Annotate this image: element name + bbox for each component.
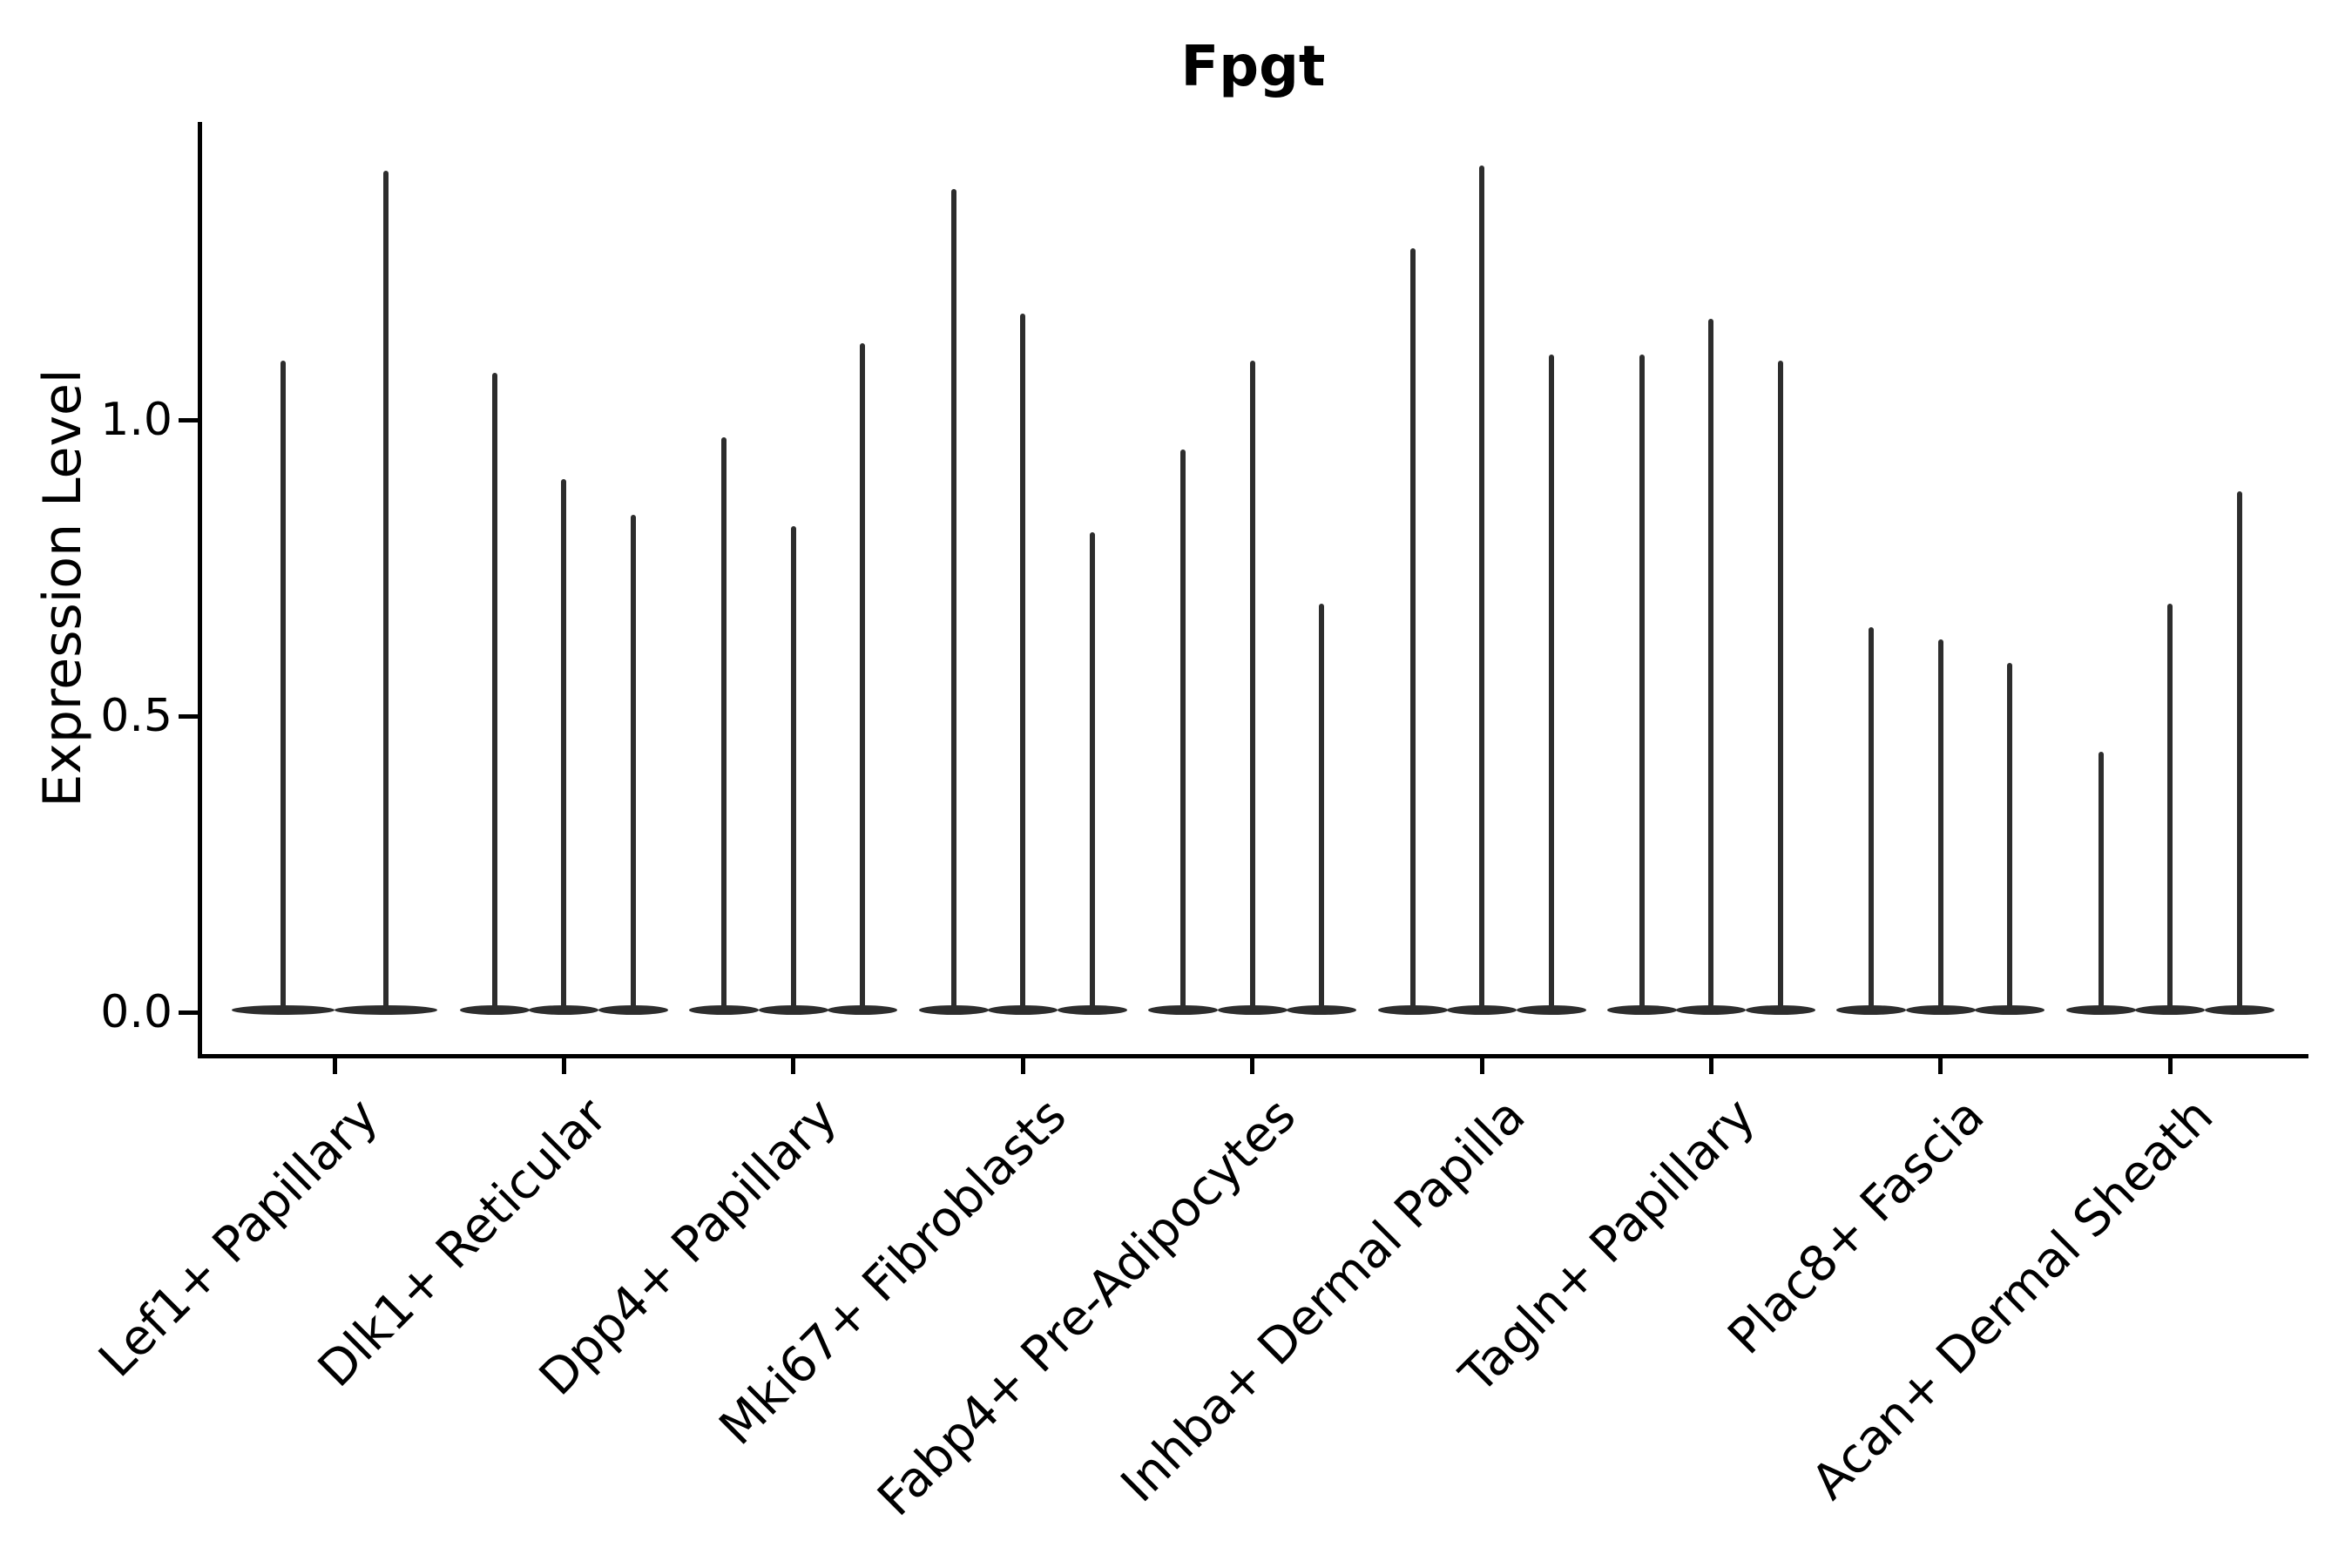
violin-zero-base — [529, 1004, 599, 1015]
violin-spike — [1409, 247, 1416, 1010]
y-tick-label: 1.0 — [100, 394, 172, 446]
violin-zero-base — [1057, 1004, 1127, 1015]
violin-spike — [1548, 355, 1554, 1010]
violin-zero-base — [2204, 1004, 2274, 1015]
x-tick-mark — [1020, 1054, 1025, 1074]
violin-spike — [2007, 662, 2013, 1010]
y-tick-label: 0.5 — [100, 690, 172, 742]
violin-spike — [561, 479, 567, 1010]
y-tick-mark — [179, 1010, 198, 1015]
violin-zero-base — [598, 1004, 668, 1015]
x-tick-mark — [2167, 1054, 2173, 1074]
violin-spike — [630, 514, 636, 1010]
violin-spike — [2236, 490, 2242, 1010]
violin-spike — [1777, 361, 1783, 1010]
violin-spike — [1249, 361, 1255, 1010]
violin-zero-base — [1377, 1004, 1448, 1015]
violin-zero-base — [2065, 1004, 2136, 1015]
x-tick-label: Inhba+ Dermal Papilla — [1110, 1087, 1537, 1514]
violin-spike — [2167, 603, 2173, 1010]
violin-spike — [1708, 319, 1714, 1010]
violin-zero-base — [1287, 1004, 1357, 1015]
x-tick-mark — [332, 1054, 337, 1074]
violin-zero-base — [335, 1004, 437, 1015]
violin-zero-base — [1148, 1004, 1219, 1015]
violin-zero-base — [918, 1004, 989, 1015]
violin-zero-base — [1905, 1004, 1976, 1015]
violin-spike — [280, 361, 286, 1010]
violin-spike — [1020, 313, 1026, 1010]
violin-spike — [860, 342, 866, 1010]
violin-spike — [2098, 751, 2104, 1010]
violin-zero-base — [1676, 1004, 1747, 1015]
violin-zero-base — [828, 1004, 898, 1015]
violin-spike — [1937, 639, 1943, 1010]
violin-spike — [1639, 355, 1645, 1010]
x-tick-label: Acan+ Dermal Sheath — [1801, 1087, 2225, 1511]
violin-spike — [721, 437, 727, 1010]
violin-zero-base — [988, 1004, 1058, 1015]
x-tick-mark — [1938, 1054, 1943, 1074]
x-tick-mark — [1479, 1054, 1484, 1074]
violin-spike — [1479, 165, 1484, 1010]
violin-zero-base — [2135, 1004, 2206, 1015]
x-tick-mark — [1250, 1054, 1255, 1074]
x-tick-mark — [561, 1054, 566, 1074]
violin-zero-base — [1836, 1004, 1907, 1015]
violin-spike — [950, 188, 956, 1010]
violin-zero-base — [232, 1004, 335, 1015]
violin-zero-base — [1516, 1004, 1586, 1015]
violin-zero-base — [1217, 1004, 1288, 1015]
violin-zero-base — [1745, 1004, 1815, 1015]
chart-title: Fpgt — [1180, 35, 1326, 99]
violin-zero-base — [1447, 1004, 1517, 1015]
violin-zero-base — [758, 1004, 828, 1015]
y-tick-mark — [179, 713, 198, 719]
y-tick-mark — [179, 417, 198, 422]
x-tick-label: Fabp4+ Pre-Adipocytes — [867, 1087, 1308, 1528]
violin-spike — [491, 372, 497, 1010]
x-tick-mark — [791, 1054, 796, 1074]
violin-spike — [1180, 449, 1186, 1010]
violin-spike — [1319, 603, 1325, 1010]
x-tick-mark — [1708, 1054, 1713, 1074]
violin-spike — [1869, 627, 1875, 1010]
violin-zero-base — [689, 1004, 760, 1015]
violin-zero-base — [459, 1004, 530, 1015]
y-tick-label: 0.0 — [100, 986, 172, 1038]
violin-zero-base — [1606, 1004, 1677, 1015]
violin-zero-base — [1975, 1004, 2045, 1015]
violin-spike — [790, 526, 796, 1010]
y-axis-spine — [198, 122, 202, 1058]
violin-spike — [383, 171, 389, 1010]
violin-spike — [1089, 532, 1095, 1010]
